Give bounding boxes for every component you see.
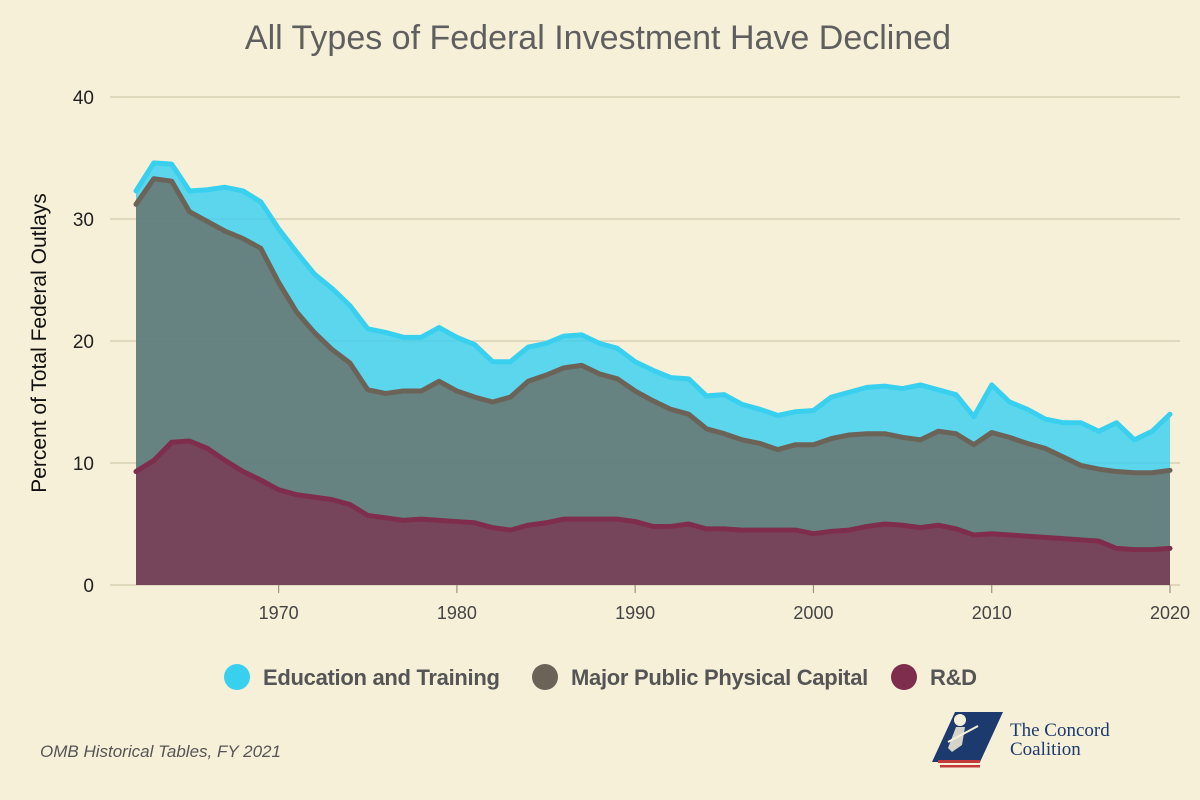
legend-label-major-public-physical-capital: Major Public Physical Capital — [571, 665, 868, 690]
legend-swatch-education-and-training — [224, 664, 250, 690]
line-r-d — [133, 438, 1173, 553]
area-major-public-physical-capital — [136, 178, 1170, 586]
y-tick-label-10: 10 — [73, 454, 94, 475]
logo-line-2: Coalition — [1010, 739, 1081, 760]
series-areas — [136, 162, 1170, 586]
chart-title: All Types of Federal Investment Have Dec… — [245, 19, 951, 57]
x-tick-label-1990: 1990 — [615, 603, 655, 623]
concord-minuteman-logo-icon — [932, 712, 1003, 768]
x-tick-label-2000: 2000 — [793, 603, 833, 623]
x-tick-label-1970: 1970 — [259, 603, 299, 623]
legend-swatch-major-public-physical-capital — [532, 664, 558, 690]
line-education-and-training — [133, 160, 1173, 443]
legend-label-education-and-training: Education and Training — [263, 665, 500, 690]
legend-label-r-d: R&D — [930, 665, 977, 690]
x-tick-label-1980: 1980 — [437, 603, 477, 623]
source-note: OMB Historical Tables, FY 2021 — [40, 742, 281, 761]
y-axis-ticks: 0 10 20 30 40 — [73, 88, 94, 597]
concord-logo: The Concord Coalition — [932, 712, 1110, 768]
x-axis-ticks: 1970 1980 1990 2000 2010 2020 — [259, 585, 1190, 623]
y-tick-label-0: 0 — [83, 576, 94, 597]
x-tick-label-2020: 2020 — [1150, 603, 1190, 623]
y-tick-label-30: 30 — [73, 210, 94, 231]
legend-swatch-r-d — [891, 664, 917, 690]
y-axis-label: Percent of Total Federal Outlays — [28, 193, 51, 493]
legend: Education and Training Major Public Physi… — [224, 664, 977, 690]
x-tick-label-2010: 2010 — [972, 603, 1012, 623]
line-major-public-physical-capital — [133, 176, 1173, 476]
y-tick-label-20: 20 — [73, 332, 94, 353]
area-r-d — [136, 441, 1170, 585]
y-tick-label-40: 40 — [73, 88, 94, 109]
logo-line-1: The Concord — [1010, 720, 1110, 741]
series-lines — [133, 160, 1173, 553]
